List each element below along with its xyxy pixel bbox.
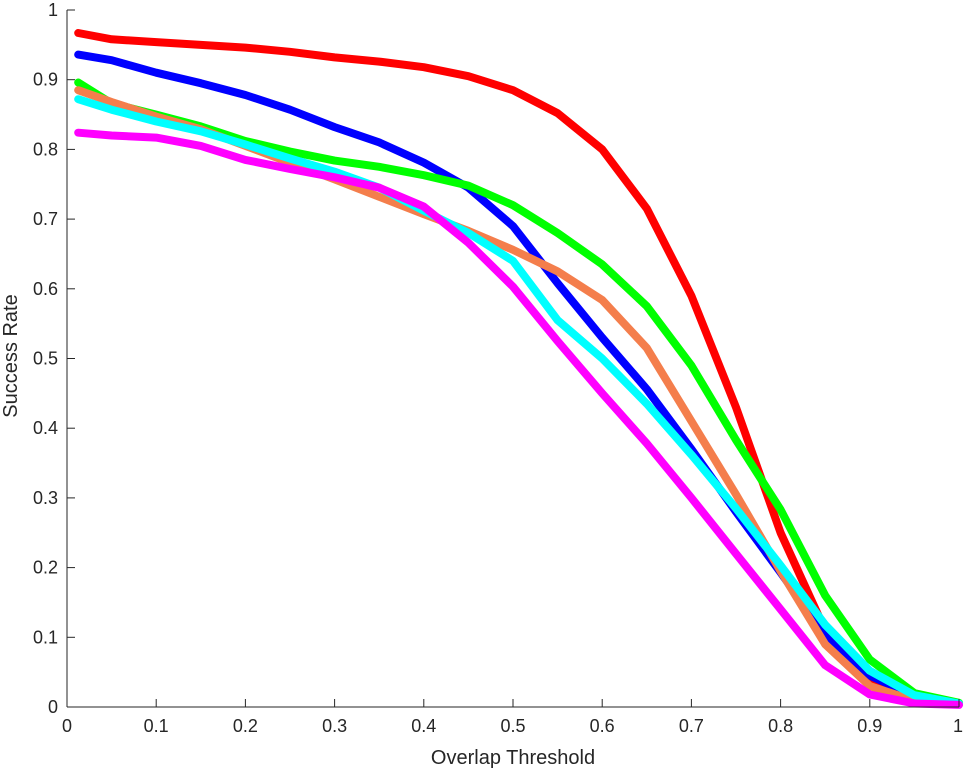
y-tick-label: 0.5 — [33, 349, 58, 369]
x-tick-label: 0.5 — [500, 716, 525, 736]
y-tick-label: 0.4 — [33, 418, 58, 438]
y-tick-label: 1 — [48, 0, 58, 20]
x-tick-label: 0.8 — [768, 716, 793, 736]
series-line-6 — [74, 128, 963, 709]
y-tick-label: 0.1 — [33, 627, 58, 647]
series-line-5 — [74, 95, 963, 708]
x-tick-label: 0.2 — [233, 716, 258, 736]
y-tick-label: 0.3 — [33, 488, 58, 508]
x-tick-label: 0.9 — [857, 716, 882, 736]
x-axis-label: Overlap Threshold — [431, 747, 595, 768]
x-tick-label: 0.3 — [322, 716, 347, 736]
y-tick-label: 0.8 — [33, 139, 58, 159]
series-line-1 — [74, 29, 963, 709]
x-tick-label: 1 — [953, 716, 963, 736]
x-tick-label: 0.7 — [679, 716, 704, 736]
y-tick-label: 0 — [48, 697, 58, 717]
x-tick-label: 0.1 — [144, 716, 169, 736]
y-tick-label: 0.2 — [33, 558, 58, 578]
series-layer — [74, 29, 963, 709]
series-line-3 — [74, 78, 963, 707]
y-axis-label: Success Rate — [0, 294, 22, 417]
y-tick-label: 0.6 — [33, 279, 58, 299]
y-tick-label: 0.7 — [33, 209, 58, 229]
x-tick-label: 0 — [62, 716, 72, 736]
x-tick-label: 0.4 — [411, 716, 436, 736]
tick-layer: 0 0.1 0.2 0.3 0.4 0.5 0.6 0.7 0.8 0.9 1 0 0.1 0.2 0.3 0… — [33, 0, 963, 736]
series-line-4 — [74, 86, 963, 709]
x-tick-label: 0.6 — [590, 716, 615, 736]
y-tick-label: 0.9 — [33, 70, 58, 90]
